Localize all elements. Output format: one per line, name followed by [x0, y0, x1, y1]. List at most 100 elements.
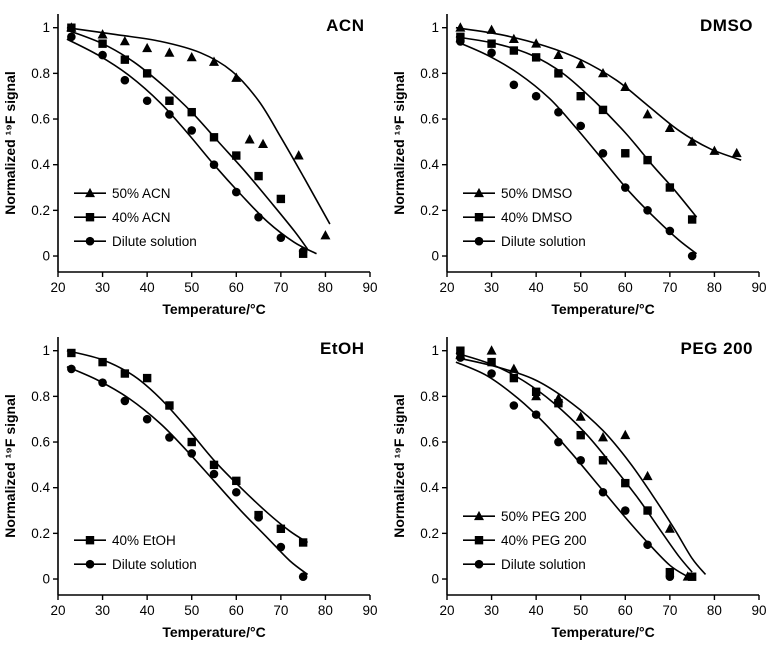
data-point-square — [486, 357, 496, 367]
data-point-square — [98, 39, 107, 48]
data-point-triangle — [244, 134, 255, 144]
data-point-circle — [575, 455, 585, 465]
y-tick-label: 0 — [42, 249, 50, 264]
y-tick-label: 0.2 — [420, 526, 439, 541]
legend-label: Dilute solution — [112, 557, 197, 572]
legend: 50% DMSO 40% DMSO Dilute solution — [462, 186, 585, 249]
x-tick-label: 80 — [318, 603, 333, 618]
data-point-circle — [486, 369, 496, 378]
data-point-square — [620, 149, 629, 158]
data-point-square — [85, 536, 95, 545]
y-tick-label: 0.8 — [31, 389, 50, 404]
data-point-circle — [531, 410, 540, 419]
data-point-square — [620, 478, 629, 488]
data-point-triangle — [708, 145, 719, 155]
panel-title-acn: ACN — [326, 16, 365, 35]
y-tick-label: 0.4 — [420, 480, 439, 495]
data-point-triangle — [293, 150, 304, 160]
data-point-square — [486, 39, 496, 48]
x-tick-label: 90 — [362, 280, 377, 295]
data-point-triangle — [508, 33, 519, 44]
data-point-circle — [276, 542, 286, 552]
y-tick-label: 0.4 — [31, 157, 50, 172]
legend-label: 50% PEG 200 — [501, 509, 587, 524]
data-point-circle — [298, 247, 308, 256]
y-tick-label: 0.8 — [420, 389, 439, 404]
y-tick-label: 0 — [431, 249, 439, 264]
data-point-square — [165, 401, 174, 410]
data-point-circle — [455, 37, 465, 46]
data-point-triangle — [642, 109, 653, 119]
y-tick-label: 0.2 — [31, 203, 50, 218]
data-point-triangle — [186, 51, 197, 62]
data-point-square — [276, 524, 286, 533]
data-point-square — [665, 567, 674, 577]
data-point-square — [187, 437, 196, 447]
data-point-square — [209, 460, 219, 470]
x-axis-label: Temperature/°C — [551, 301, 654, 317]
data-point-circle — [85, 236, 95, 246]
data-point-square — [67, 348, 76, 358]
data-point-circle — [642, 206, 652, 215]
x-tick-label: 50 — [573, 603, 588, 618]
data-point-triangle — [454, 22, 465, 32]
panel-etoh: EtOH 20 30 40 50 60 70 80 90 0 0.2 0.4 0.6 0.8 1 Tempe… — [0, 323, 389, 646]
data-point-circle — [665, 572, 674, 582]
data-point-square — [142, 69, 152, 78]
y-tick-label: 1 — [42, 343, 50, 358]
data-point-circle — [67, 364, 76, 374]
y-tick-label: 0.4 — [31, 480, 50, 495]
data-point-circle — [98, 378, 107, 387]
data-point-circle — [474, 559, 483, 569]
data-point-triangle — [597, 67, 608, 78]
data-point-circle — [165, 110, 174, 119]
data-point-circle — [187, 449, 197, 458]
data-point-circle — [209, 469, 219, 479]
data-point-circle — [209, 160, 219, 169]
data-point-circle — [120, 75, 130, 85]
fit-line — [66, 38, 317, 255]
panel-title-peg: PEG 200 — [680, 339, 753, 358]
x-tick-label: 50 — [573, 280, 588, 295]
data-point-square — [576, 430, 585, 440]
x-axis-label: Temperature/°C — [162, 301, 265, 317]
legend-label: Dilute solution — [112, 234, 197, 249]
chart-etoh: 20 30 40 50 60 70 80 90 0 0.2 0.4 0.6 0.8 1 Temperatur… — [2, 337, 378, 640]
y-tick-label: 0.6 — [420, 435, 439, 450]
data-point-triangle — [97, 29, 108, 39]
x-tick-label: 50 — [184, 280, 199, 295]
data-point-square — [120, 369, 130, 378]
data-point-circle — [620, 183, 630, 192]
data-point-circle — [575, 121, 585, 131]
x-tick-label: 80 — [318, 280, 333, 295]
x-tick-label: 70 — [273, 280, 288, 295]
data-point-square — [187, 107, 196, 117]
fit-line — [455, 40, 697, 255]
chart-acn: 20 30 40 50 60 70 80 90 0 0.2 0.4 0.6 0.8 1 Temperatur… — [2, 14, 378, 317]
x-tick-label: 90 — [751, 603, 766, 618]
data-point-triangle — [142, 42, 153, 53]
y-tick-label: 0.6 — [420, 112, 439, 127]
data-point-square — [455, 32, 465, 42]
data-point-circle — [98, 50, 107, 60]
data-point-square — [98, 357, 107, 367]
data-point-triangle — [575, 58, 586, 69]
data-point-triangle — [664, 122, 675, 133]
legend: 40% EtOH Dilute solution — [74, 533, 197, 572]
x-tick-label: 30 — [484, 280, 499, 295]
data-point-circle — [553, 107, 563, 117]
data-point-triangle — [85, 187, 95, 198]
data-point-circle — [165, 433, 174, 442]
data-point-circle — [142, 96, 152, 106]
data-point-circle — [276, 233, 286, 243]
y-axis-label: Normalized ¹⁹F signal — [2, 71, 18, 215]
fit-line — [66, 349, 309, 544]
data-point-circle — [254, 513, 263, 522]
data-point-square — [576, 91, 585, 101]
y-tick-label: 0.8 — [31, 66, 50, 81]
data-point-triangle — [530, 38, 541, 48]
data-point-triangle — [486, 24, 497, 34]
data-point-circle — [474, 236, 483, 246]
data-point-triangle — [231, 72, 242, 82]
